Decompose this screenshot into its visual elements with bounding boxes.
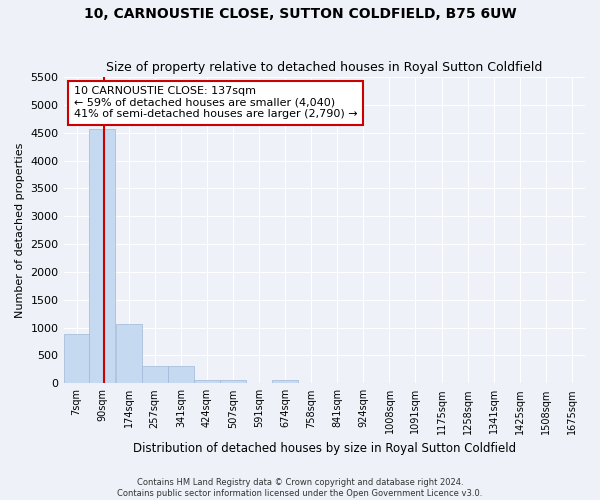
Bar [194,380,220,384]
Bar [89,130,115,384]
Text: Contains HM Land Registry data © Crown copyright and database right 2024.
Contai: Contains HM Land Registry data © Crown c… [118,478,482,498]
Text: 10, CARNOUSTIE CLOSE, SUTTON COLDFIELD, B75 6UW: 10, CARNOUSTIE CLOSE, SUTTON COLDFIELD, … [83,8,517,22]
Title: Size of property relative to detached houses in Royal Sutton Coldfield: Size of property relative to detached ho… [106,62,542,74]
Bar [116,324,142,384]
Bar [64,334,89,384]
Text: 10 CARNOUSTIE CLOSE: 137sqm
← 59% of detached houses are smaller (4,040)
41% of : 10 CARNOUSTIE CLOSE: 137sqm ← 59% of det… [74,86,358,120]
Bar [220,380,246,384]
Y-axis label: Number of detached properties: Number of detached properties [15,142,25,318]
Bar [168,366,194,384]
Bar [142,366,167,384]
Bar [272,380,298,384]
X-axis label: Distribution of detached houses by size in Royal Sutton Coldfield: Distribution of detached houses by size … [133,442,516,455]
